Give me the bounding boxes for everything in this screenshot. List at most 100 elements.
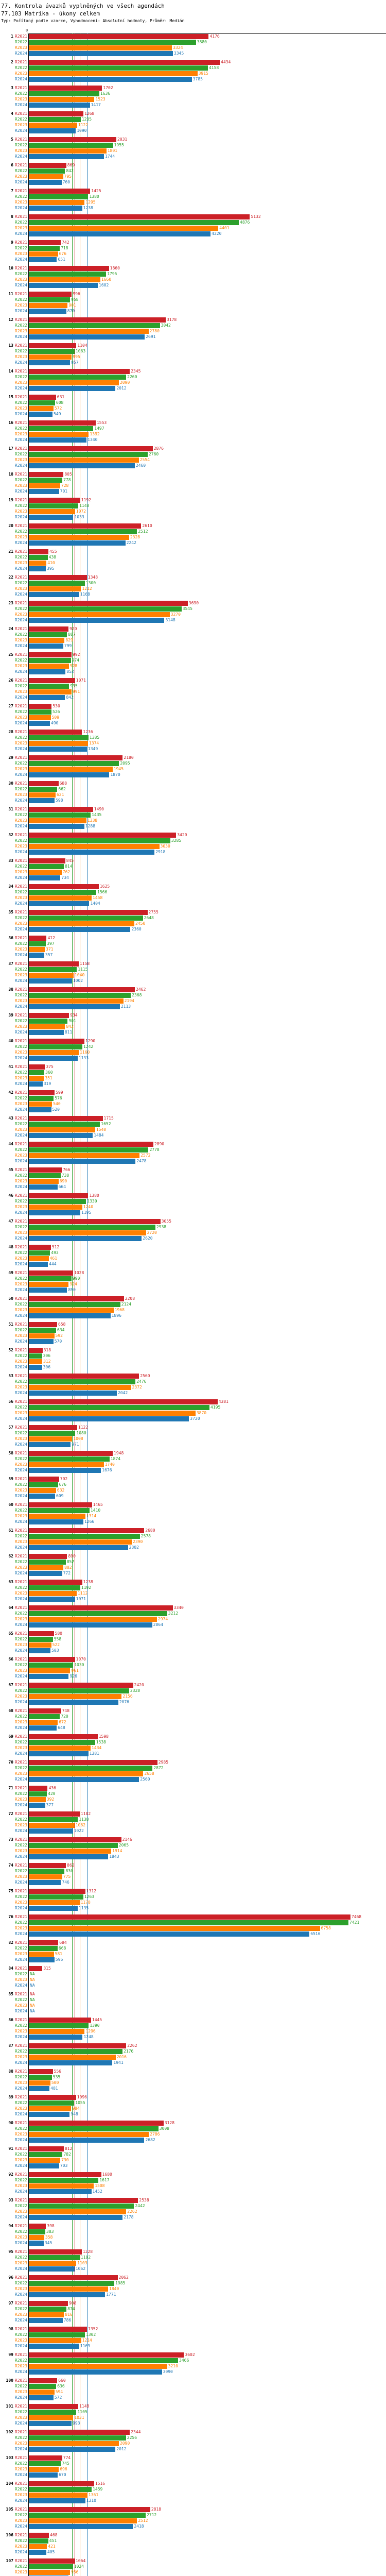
bar[interactable] — [29, 807, 93, 812]
bar[interactable] — [29, 2235, 44, 2240]
bar[interactable] — [29, 1539, 132, 1545]
bar[interactable] — [29, 117, 81, 122]
bar[interactable] — [29, 555, 48, 560]
bar[interactable] — [29, 787, 58, 792]
bar[interactable] — [29, 941, 46, 946]
bar[interactable] — [29, 214, 250, 219]
bar[interactable] — [29, 1642, 51, 1648]
bar[interactable] — [29, 1560, 66, 1565]
bar[interactable] — [29, 180, 62, 185]
bar[interactable] — [29, 1745, 91, 1751]
bar[interactable] — [29, 40, 196, 45]
bar[interactable] — [29, 1854, 109, 1859]
bar[interactable] — [29, 2312, 64, 2317]
bar[interactable] — [29, 875, 61, 880]
bar[interactable] — [29, 2106, 72, 2111]
bar[interactable] — [29, 581, 85, 586]
bar[interactable] — [29, 561, 47, 566]
bar[interactable] — [29, 2198, 138, 2203]
bar[interactable] — [29, 515, 74, 520]
bar[interactable] — [29, 2513, 146, 2518]
bar[interactable] — [29, 1874, 62, 1879]
bar[interactable] — [29, 97, 95, 102]
bar[interactable] — [29, 632, 67, 637]
bar[interactable] — [29, 2430, 130, 2435]
bar[interactable] — [29, 2023, 89, 2028]
bar[interactable] — [29, 601, 188, 606]
bar[interactable] — [29, 2281, 115, 2286]
bar[interactable] — [29, 1142, 153, 1147]
bar[interactable] — [29, 1333, 55, 1338]
bar[interactable] — [29, 2255, 80, 2260]
bar[interactable] — [29, 1683, 133, 1688]
bar[interactable] — [29, 2318, 63, 2323]
bar[interactable] — [29, 1580, 82, 1585]
bar[interactable] — [29, 2384, 57, 2389]
bar[interactable] — [29, 1797, 46, 1802]
bar[interactable] — [29, 463, 135, 468]
bar[interactable] — [29, 1210, 80, 1215]
bar[interactable] — [29, 2404, 79, 2409]
bar[interactable] — [29, 412, 52, 417]
bar[interactable] — [29, 618, 165, 623]
bar[interactable] — [29, 747, 87, 752]
bar[interactable] — [29, 586, 81, 591]
bar[interactable] — [29, 2395, 54, 2400]
bar[interactable] — [29, 2544, 47, 2549]
bar[interactable] — [29, 704, 52, 709]
bar[interactable] — [29, 369, 130, 374]
bar[interactable] — [29, 890, 97, 895]
bar[interactable] — [29, 2178, 99, 2183]
bar[interactable] — [29, 626, 68, 632]
bar[interactable] — [29, 400, 55, 405]
bar[interactable] — [29, 818, 86, 823]
bar[interactable] — [29, 1116, 103, 1121]
bar[interactable] — [29, 812, 91, 818]
bar[interactable] — [29, 1700, 118, 1705]
bar[interactable] — [29, 1328, 57, 1333]
bar[interactable] — [29, 2043, 127, 2048]
bar[interactable] — [29, 1024, 65, 1029]
bar[interactable] — [29, 901, 90, 906]
bar[interactable] — [29, 2538, 48, 2544]
bar[interactable] — [29, 1431, 76, 1436]
bar[interactable] — [29, 220, 239, 225]
bar[interactable] — [29, 2209, 127, 2214]
bar[interactable] — [29, 2533, 49, 2538]
bar[interactable] — [29, 2112, 70, 2117]
bar[interactable] — [29, 283, 98, 288]
bar[interactable] — [29, 2369, 162, 2375]
bar[interactable] — [29, 1468, 101, 1473]
bar[interactable] — [29, 1571, 62, 1576]
bar[interactable] — [29, 1863, 66, 1868]
bar[interactable] — [29, 2018, 91, 2023]
bar[interactable] — [29, 1019, 68, 1024]
bar[interactable] — [29, 1122, 100, 1127]
bar[interactable] — [29, 1803, 45, 1808]
bar[interactable] — [29, 257, 57, 262]
bar[interactable] — [29, 973, 74, 978]
bar[interactable] — [29, 1906, 78, 1911]
bar[interactable] — [29, 189, 91, 194]
bar[interactable] — [29, 850, 155, 855]
bar[interactable] — [29, 1385, 131, 1390]
bar[interactable] — [29, 1030, 64, 1035]
bar[interactable] — [29, 1230, 146, 1235]
bar[interactable] — [29, 1622, 152, 1628]
bar[interactable] — [29, 2261, 77, 2266]
bar[interactable] — [29, 2467, 59, 2472]
bar[interactable] — [29, 2249, 82, 2255]
bar[interactable] — [29, 2229, 46, 2234]
bar[interactable] — [29, 1663, 74, 1668]
bar[interactable] — [29, 1565, 64, 1570]
bar[interactable] — [29, 1013, 69, 1018]
bar[interactable] — [29, 360, 71, 365]
bar[interactable] — [29, 1528, 145, 1533]
bar[interactable] — [29, 1940, 59, 1945]
bar[interactable] — [29, 1353, 42, 1359]
bar[interactable] — [29, 1153, 140, 1158]
bar[interactable] — [29, 128, 76, 133]
bar[interactable] — [29, 2146, 64, 2151]
bar[interactable] — [29, 240, 61, 245]
bar[interactable] — [29, 123, 77, 128]
